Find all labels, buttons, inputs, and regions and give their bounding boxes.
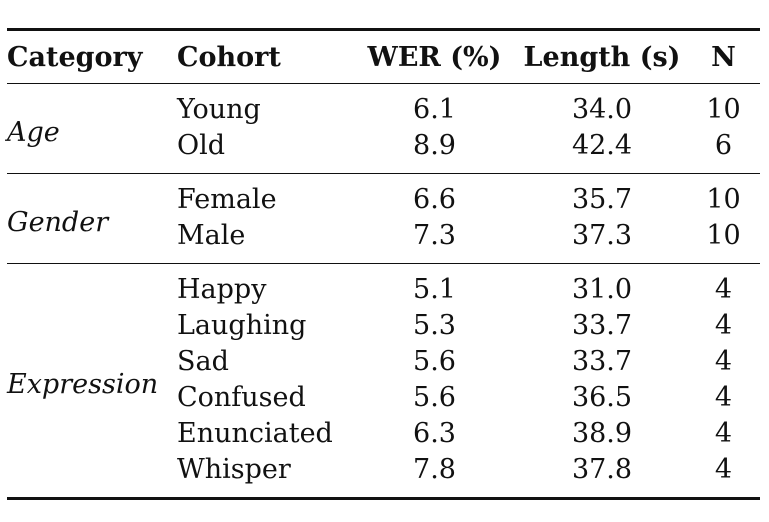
length-cell: 38.9 (571, 418, 633, 449)
n-cell: 4 (714, 382, 733, 413)
wer-cell: 8.9 (413, 130, 456, 161)
length-cell: 33.7 (571, 346, 633, 377)
category-cell: Gender (7, 206, 109, 238)
wer-cell: 7.8 (413, 454, 456, 485)
length-cell: 34.0 (571, 94, 633, 125)
length-cell: 35.7 (571, 184, 633, 215)
cohort-cell: Laughing (177, 310, 307, 341)
header-row: Category Cohort WER (%) Length (s) N (7, 29, 760, 84)
length-cell: 37.3 (571, 220, 633, 251)
n-cell: 4 (714, 418, 733, 449)
category-cell: Expression (7, 368, 159, 400)
wer-cell: 7.3 (413, 220, 456, 251)
header-n: N (687, 29, 760, 84)
cohort-cell: Happy (177, 274, 267, 305)
n-cell: 10 (706, 184, 741, 215)
header-cohort: Cohort (177, 29, 352, 84)
table-row: Sad 5.6 33.7 4 (7, 344, 760, 380)
cohort-cell: Young (177, 94, 261, 125)
wer-cell: 5.6 (413, 382, 456, 413)
n-cell: 4 (714, 310, 733, 341)
n-cell: 4 (714, 454, 733, 485)
table-row: Whisper 7.8 37.8 4 (7, 452, 760, 499)
length-cell: 37.8 (571, 454, 633, 485)
header-category: Category (7, 29, 177, 84)
cohort-cell: Enunciated (177, 418, 333, 449)
table-row: Laughing 5.3 33.7 4 (7, 308, 760, 344)
wer-cell: 6.1 (413, 94, 456, 125)
category-cell: Age (7, 116, 60, 148)
cohort-cell: Female (177, 184, 277, 215)
cohort-cell: Male (177, 220, 246, 251)
length-cell: 36.5 (571, 382, 633, 413)
cohort-cell: Whisper (177, 454, 291, 485)
table-row: Expression Happy 5.1 31.0 4 (7, 264, 760, 400)
length-cell: 33.7 (571, 310, 633, 341)
table-row: Gender Female 6.6 35.7 10 (7, 174, 760, 238)
table-row: Male 7.3 37.3 10 (7, 218, 760, 264)
results-table: Category Cohort WER (%) Length (s) N Age… (7, 28, 760, 500)
n-cell: 10 (706, 94, 741, 125)
cohort-cell: Confused (177, 382, 306, 413)
n-cell: 10 (706, 220, 741, 251)
cohort-cell: Old (177, 130, 226, 161)
header-length: Length (s) (517, 29, 687, 84)
n-cell: 6 (714, 130, 733, 161)
wer-cell: 5.3 (413, 310, 456, 341)
group-gender: Gender Female 6.6 35.7 10 Male 7.3 37.3 … (7, 173, 760, 264)
group-expression: Expression Happy 5.1 31.0 4 Laughing 5.3… (7, 263, 760, 499)
wer-cell: 5.1 (413, 274, 456, 305)
group-age: Age Young 6.1 34.0 10 Old 8.9 42.4 6 (7, 83, 760, 174)
wer-cell: 6.6 (413, 184, 456, 215)
table-row: Age Young 6.1 34.0 10 (7, 84, 760, 148)
table-row: Confused 5.6 36.5 4 (7, 380, 760, 416)
wer-cell: 6.3 (413, 418, 456, 449)
n-cell: 4 (714, 274, 733, 305)
header-wer: WER (%) (352, 29, 517, 84)
cohort-cell: Sad (177, 346, 229, 377)
length-cell: 42.4 (571, 130, 633, 161)
n-cell: 4 (714, 346, 733, 377)
wer-cell: 5.6 (413, 346, 456, 377)
length-cell: 31.0 (571, 274, 633, 305)
table-row: Old 8.9 42.4 6 (7, 128, 760, 174)
table-row: Enunciated 6.3 38.9 4 (7, 416, 760, 452)
